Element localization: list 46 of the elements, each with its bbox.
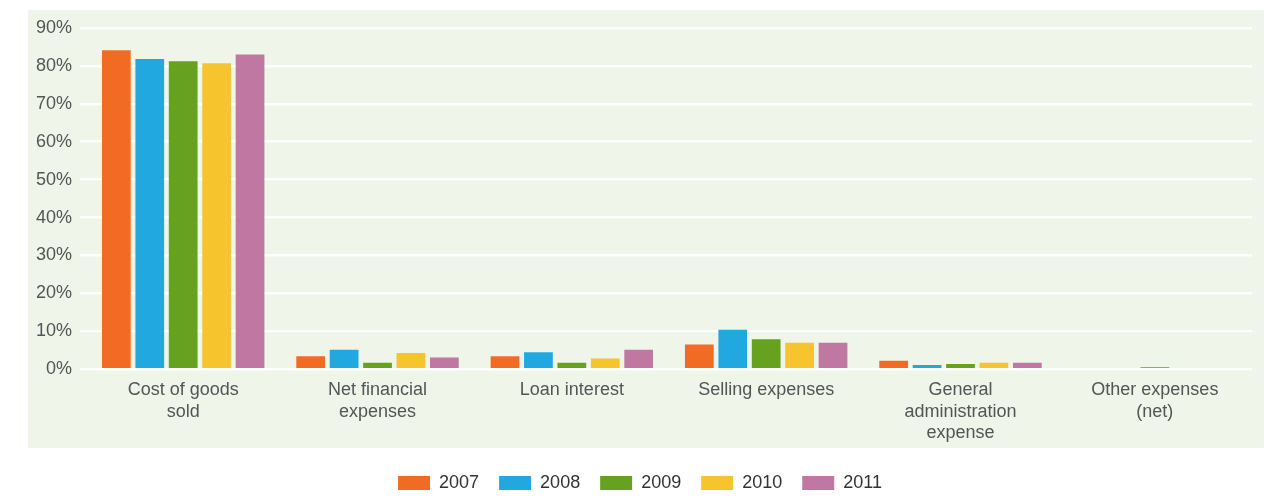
- bar: [168, 61, 198, 368]
- x-tick-label: Loan interest: [519, 378, 624, 399]
- bar: [718, 329, 748, 368]
- y-tick-label: 60%: [36, 130, 73, 151]
- bar: [430, 357, 459, 368]
- bar: [202, 63, 231, 368]
- bar: [912, 365, 942, 368]
- x-tick-label: Other expenses (net): [1091, 378, 1219, 421]
- y-tick-label: 10%: [36, 320, 73, 341]
- bar: [396, 352, 426, 368]
- bar: [785, 342, 814, 368]
- bar: [624, 349, 654, 368]
- y-tick-label: 70%: [36, 92, 73, 113]
- bar: [590, 358, 620, 368]
- y-tick-label: 0%: [46, 358, 73, 379]
- bar: [135, 59, 165, 368]
- bar: [818, 342, 848, 368]
- bar: [235, 54, 265, 368]
- y-tick-label: 30%: [36, 244, 73, 265]
- bar: [363, 362, 392, 368]
- legend-label: 2008: [540, 471, 581, 492]
- bar: [684, 344, 714, 368]
- legend-label: 2009: [641, 471, 682, 492]
- legend-label: 2007: [439, 471, 480, 492]
- x-tick-label: Net financial expenses: [327, 378, 428, 421]
- bar: [879, 360, 909, 368]
- bar: [751, 339, 781, 368]
- y-tick-label: 40%: [36, 206, 73, 227]
- bar: [490, 356, 520, 368]
- y-tick-label: 80%: [36, 54, 73, 75]
- x-tick-label: General administration expense: [904, 378, 1017, 443]
- y-tick-label: 20%: [36, 282, 73, 303]
- bar: [946, 363, 975, 368]
- legend-label: 2011: [843, 471, 882, 492]
- bar: [557, 362, 587, 368]
- bar: [524, 352, 553, 368]
- x-tick-label: Selling expenses: [698, 378, 835, 399]
- y-tick-label: 50%: [36, 168, 73, 189]
- bar: [1012, 362, 1042, 368]
- x-tick-label: Cost of goods sold: [127, 378, 239, 421]
- bar: [296, 356, 326, 368]
- bar: [979, 362, 1009, 368]
- bar: [101, 50, 131, 368]
- legend-label: 2010: [742, 471, 783, 492]
- y-tick-label: 90%: [36, 16, 73, 37]
- bar: [329, 349, 359, 368]
